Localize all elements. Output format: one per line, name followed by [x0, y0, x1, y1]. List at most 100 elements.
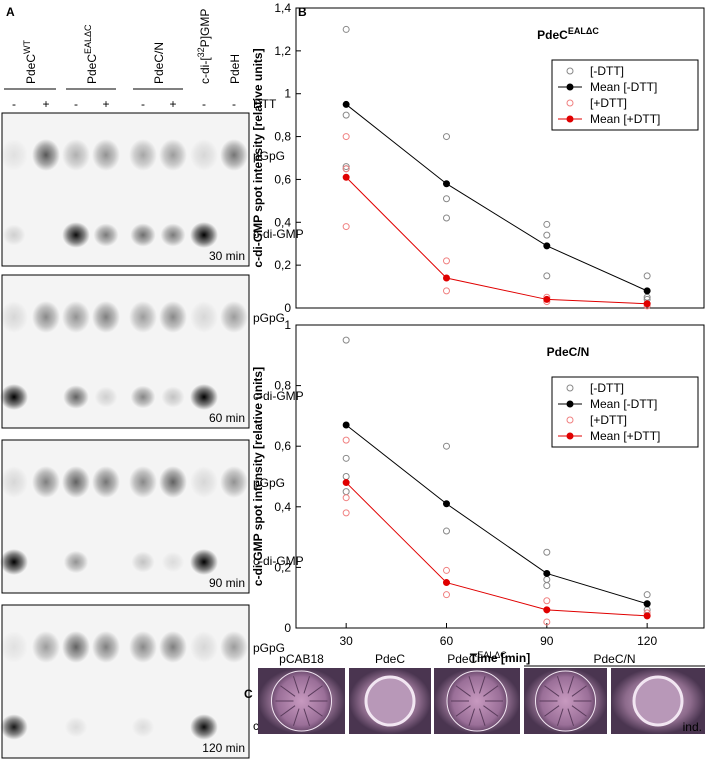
sample-point: [543, 582, 551, 590]
gel-spot: [0, 139, 28, 171]
gel-spot: [190, 301, 218, 333]
plot-frame: [295, 324, 705, 629]
text-part: 32: [196, 47, 206, 57]
gel-spot: [220, 301, 248, 333]
dtt-sign: -: [232, 97, 236, 111]
y-tick-label: 0,6: [274, 439, 291, 453]
sample-point: [643, 591, 651, 599]
sample-point: [442, 591, 450, 599]
gel-spot: [220, 631, 248, 663]
colony-wrinkle: [483, 705, 499, 717]
mean-point: [643, 600, 651, 608]
y-tick-label: 0,4: [274, 500, 291, 514]
legend-label: [-DTT]: [590, 381, 624, 395]
gel-spot: [129, 139, 157, 171]
sample-point: [342, 454, 350, 462]
colony-wrinkle: [292, 676, 300, 694]
sample-point: [342, 223, 350, 231]
y-tick-label: 0,8: [274, 130, 291, 144]
gel-spot: [159, 631, 187, 663]
title-sup: EALΔC: [568, 26, 599, 36]
gel-spot: [92, 466, 120, 498]
text-part: PdeC: [447, 652, 477, 666]
sample-point: [442, 195, 450, 203]
sample-point: [342, 133, 350, 141]
sample-point: [342, 111, 350, 119]
gel-spot: [159, 139, 187, 171]
gel-spot: [63, 550, 89, 574]
colony-label: PdeC/N: [593, 652, 635, 666]
dtt-label: DTT: [253, 97, 277, 111]
gel-spot: [32, 139, 60, 171]
colony-wrinkle: [280, 705, 296, 717]
gel-spot: [160, 223, 186, 247]
gel-spot: [190, 549, 218, 575]
legend-label: [+DTT]: [590, 413, 627, 427]
dtt-sign: +: [102, 97, 109, 111]
gel-spot: [220, 466, 248, 498]
dtt-sign: -: [12, 97, 16, 111]
gel-spot: [190, 631, 218, 663]
lane-label: PdeH: [228, 54, 242, 84]
gel-spot: [131, 716, 155, 738]
gel-spot: [190, 222, 218, 248]
text-part: c-di-[: [198, 57, 212, 84]
dtt-sign: -: [202, 97, 206, 111]
gel-spot: [0, 384, 28, 410]
gel-spot: [32, 466, 60, 498]
mean-point: [643, 287, 651, 295]
gel-spot: [93, 223, 119, 247]
gel-spot: [0, 631, 28, 663]
gel-spot: [0, 714, 28, 740]
colony-wrinkle: [455, 685, 471, 697]
sample-point: [442, 442, 450, 450]
y-tick-label: 1: [284, 87, 291, 101]
sample-point: [342, 25, 350, 33]
gel-spot: [92, 139, 120, 171]
colony-wrinkle: [307, 685, 323, 697]
sample-point: [442, 566, 450, 574]
y-axis-label: c-di-GMP spot intensity [relative units]: [251, 48, 265, 267]
gel-spot: [129, 631, 157, 663]
colony-label: PdeCEALΔC: [447, 650, 507, 666]
plot-frame: [295, 7, 705, 309]
y-tick-label: 1,4: [274, 1, 291, 15]
legend-label: Mean [-DTT]: [590, 80, 657, 94]
gel-spot: [0, 549, 28, 575]
sample-point: [342, 488, 350, 496]
mean-point: [543, 606, 551, 614]
band-label: pGpG: [253, 149, 285, 163]
mean-point: [643, 300, 651, 308]
x-tick-label: 60: [440, 634, 454, 648]
gel-spot: [190, 139, 218, 171]
legend-box: [551, 59, 699, 131]
y-tick-label: 0: [284, 621, 291, 635]
legend-marker: [566, 99, 574, 107]
dtt-sign: +: [169, 97, 176, 111]
colony-wrinkle: [556, 708, 564, 726]
sample-point: [442, 527, 450, 535]
legend-marker: [566, 115, 574, 123]
gel-spot: [0, 466, 28, 498]
sample-point: [543, 272, 551, 280]
colony: [364, 675, 416, 727]
dtt-sign: +: [42, 97, 49, 111]
colony-wrinkle: [556, 676, 564, 694]
mean-point: [543, 242, 551, 250]
gel-spot: [129, 466, 157, 498]
legend-marker: [566, 400, 574, 408]
colony-wrinkle: [483, 685, 499, 697]
gel-spot: [0, 301, 28, 333]
text-part: P]GMP: [198, 9, 212, 48]
time-label: 90 min: [209, 576, 245, 590]
y-tick-label: 0,4: [274, 215, 291, 229]
colony-label: PdeC: [375, 652, 405, 666]
band-label: c-di-GMP: [253, 389, 304, 403]
sample-point: [442, 257, 450, 265]
colony-label: pCAB18: [279, 652, 324, 666]
colony-wrinkle: [567, 676, 575, 694]
sample-point: [643, 272, 651, 280]
text-part: EALΔC: [83, 24, 93, 54]
sample-point: [342, 473, 350, 480]
gel-spot: [161, 386, 185, 408]
